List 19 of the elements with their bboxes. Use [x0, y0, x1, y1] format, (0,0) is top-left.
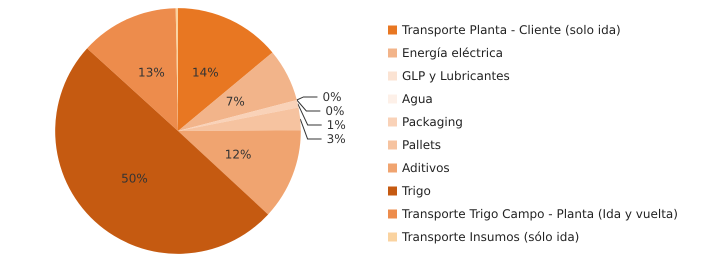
legend-label: Pallets — [402, 138, 442, 152]
data-label: 14% — [192, 66, 219, 80]
text: 0% — [325, 104, 344, 118]
legend-label: Transporte Trigo Campo - Planta (Ida y vuelta) — [401, 207, 678, 221]
legend-label: Packaging — [402, 115, 463, 129]
legend-label: GLP y Lubricantes — [402, 69, 510, 83]
data-label: 3% — [326, 132, 346, 146]
legend-label: Transporte Planta - Cliente (solo ida) — [401, 23, 621, 37]
legend-label: Trigo — [401, 184, 431, 198]
legend-label: Agua — [402, 92, 433, 106]
data-label: 1% — [326, 118, 346, 132]
legend-label: Aditivos — [402, 161, 450, 175]
legend-label: Transporte Insumos (sólo ida) — [401, 230, 580, 244]
legend-label: Energía eléctrica — [402, 46, 504, 60]
data-label: 12% — [224, 147, 252, 162]
data-label: 50% — [121, 171, 148, 186]
text: 0% — [322, 90, 342, 104]
data-label: 13% — [138, 65, 165, 80]
data-label: 7% — [226, 94, 245, 109]
